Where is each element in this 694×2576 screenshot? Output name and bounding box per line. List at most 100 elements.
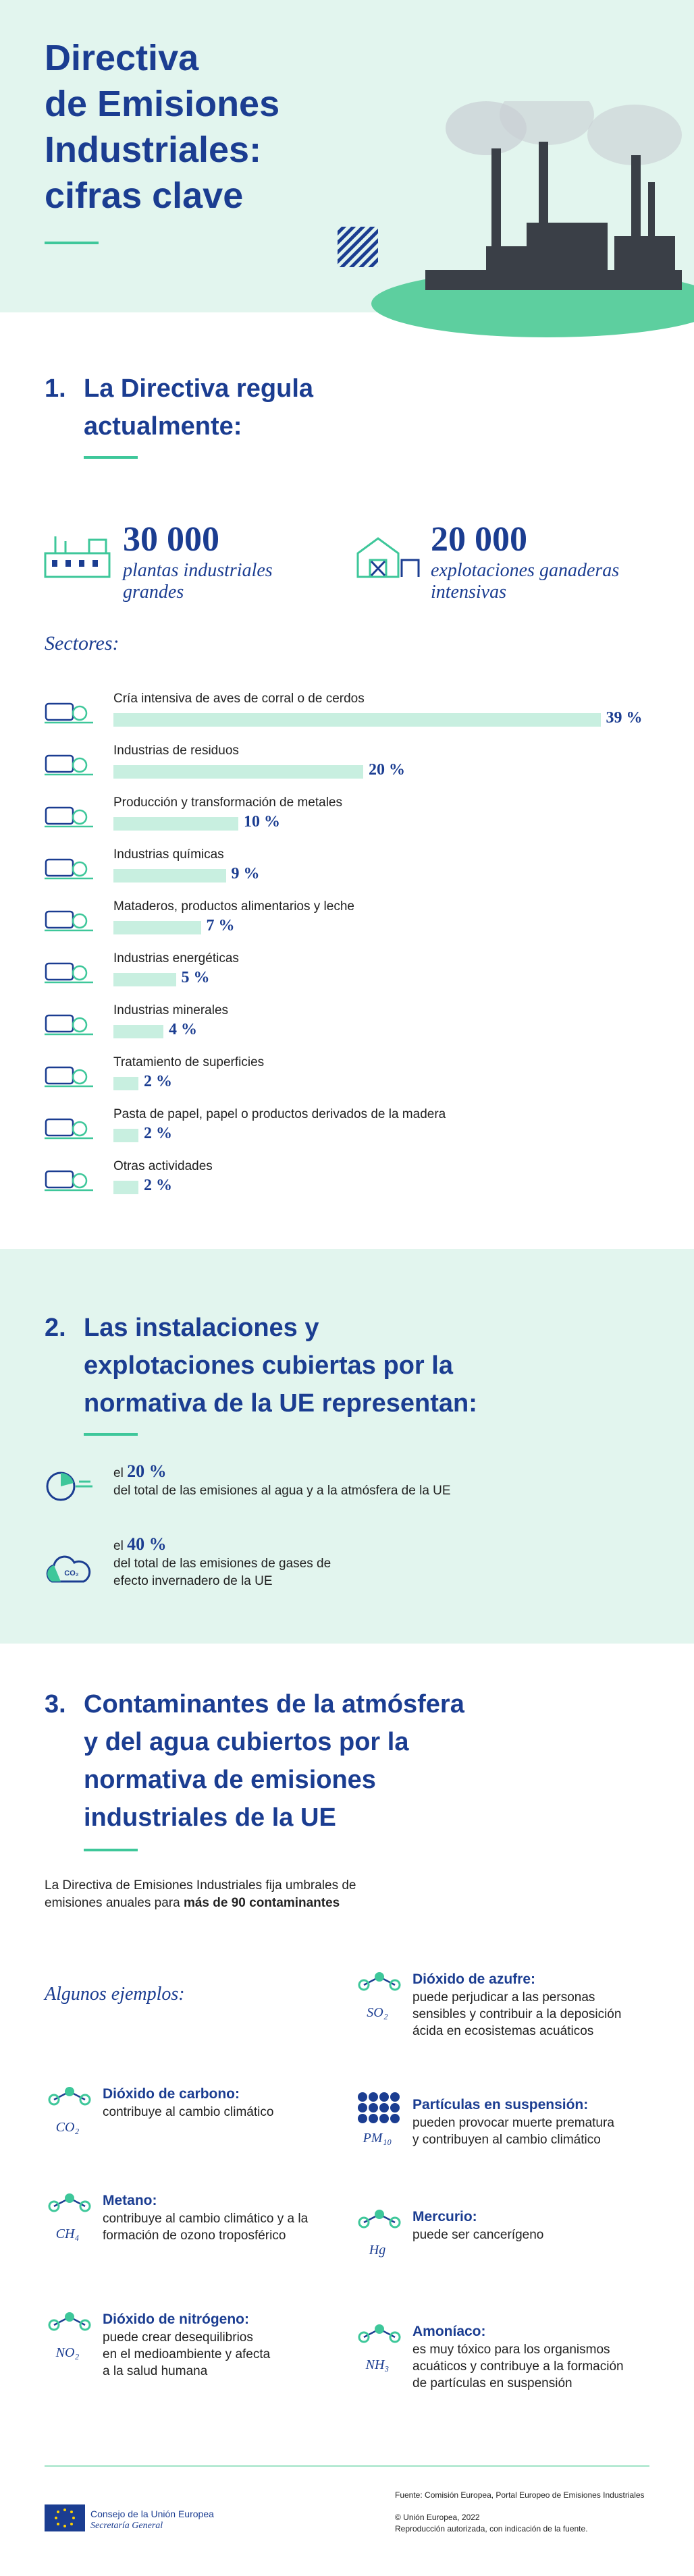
particles-icon <box>358 2092 400 2123</box>
intro-part: emisiones anuales para <box>45 1896 180 1910</box>
share-figure: 20 % <box>127 1461 167 1481</box>
icon <box>42 1006 96 1040</box>
accent-line <box>84 1433 138 1436</box>
icon <box>356 2202 403 2243</box>
title-line: cifras clave <box>45 175 244 216</box>
sector-value: 20 % <box>369 761 405 779</box>
sector-icon <box>45 806 93 828</box>
icon-label: CO₂ <box>64 1569 79 1577</box>
sector-icon <box>45 1066 93 1088</box>
accent-line <box>45 242 99 244</box>
pollutant-desc: y contribuyen al cambio climático <box>412 2133 601 2147</box>
icon <box>46 2186 93 2227</box>
stat-caption: explotaciones ganaderas intensivas <box>431 560 619 603</box>
molecule-icon <box>48 2193 91 2212</box>
icon <box>42 850 96 885</box>
icon <box>42 798 96 833</box>
heading-line: La Directiva regula <box>84 374 314 403</box>
caption-line: explotaciones ganaderas <box>431 560 620 581</box>
sector-value: 4 % <box>169 1021 197 1038</box>
sector-value: 2 % <box>144 1125 172 1142</box>
title-line: de Emisiones <box>45 84 280 124</box>
co2-cloud-icon: CO₂ <box>46 1555 91 1583</box>
icon <box>356 2317 403 2358</box>
section-heading: Las instalaciones y explotaciones cubier… <box>84 1309 664 1422</box>
pollutant-desc: en el medioambiente y afecta <box>103 2347 271 2361</box>
icon <box>42 1110 96 1144</box>
heading-line: industriales de la UE <box>84 1803 336 1832</box>
formula: CO₂ <box>55 2120 80 2135</box>
source: Fuente: Comisión Europea, Portal Europeo… <box>395 2490 645 2500</box>
caption-line: intensivas <box>431 582 506 603</box>
pollutant-name: Dióxido de carbono: <box>103 2086 240 2102</box>
pollutant-list: SO₂ Dióxido de azufre: puede perjudicar a … <box>0 0 694 2390</box>
sector-value: 2 % <box>144 1177 172 1194</box>
heading-line: y del agua cubiertos por la <box>84 1728 409 1756</box>
emissions-icon <box>46 1472 92 1501</box>
pollutant-name: Metano: <box>103 2193 157 2208</box>
formula: CH₄ <box>55 2227 80 2241</box>
pollutant-desc: a la salud humana <box>103 2364 208 2378</box>
org-name: Consejo de la Unión Europea <box>90 2509 214 2519</box>
sector-label: Industrias químicas <box>113 847 224 862</box>
icon <box>42 746 96 781</box>
intro-line: La Directiva de Emisiones Industriales f… <box>45 1878 356 1893</box>
pollutant-desc: ácida en ecosistemas acuáticos <box>412 2024 594 2038</box>
section-heading: Contaminantes de la atmósfera y del agua… <box>84 1685 664 1837</box>
heading-line: actualmente: <box>84 412 242 441</box>
section-number: 2. <box>45 1314 66 1342</box>
share-item: el 40 % del total de las emisiones de ga… <box>113 1536 518 1590</box>
heading-line: Las instalaciones y <box>84 1314 319 1342</box>
formula: Hg <box>369 2243 386 2258</box>
formula: PM₁₀ <box>363 2131 392 2146</box>
sector-bar <box>113 1129 138 1142</box>
icon <box>42 902 96 936</box>
sector-value: 9 % <box>231 865 260 883</box>
pollutant-desc: formación de ozono troposférico <box>103 2229 286 2243</box>
sector-bar <box>113 765 363 779</box>
sector-label: Industrias energéticas <box>113 951 239 965</box>
pollutant-desc: acuáticos y contribuye a la formación <box>412 2359 624 2374</box>
industry-icon <box>44 536 111 578</box>
intro-text: La Directiva de Emisiones Industriales f… <box>45 1877 463 1912</box>
intro-bold: más de 90 contaminantes <box>183 1896 340 1910</box>
pollutant-desc: contribuye al cambio climático y a la <box>103 2212 309 2226</box>
pollutant-desc: puede ser cancerígeno <box>412 2228 544 2242</box>
sector-label: Industrias de residuos <box>113 744 239 758</box>
icon <box>42 1162 96 1196</box>
sector-bar <box>113 713 601 727</box>
sector-icon <box>45 910 93 932</box>
pollutant-name: Dióxido de azufre: <box>412 1971 536 1987</box>
molecule-icon <box>48 2312 91 2331</box>
sector-label: Cría intensiva de aves de corral o de ce… <box>113 692 365 706</box>
section-number: 3. <box>45 1690 66 1718</box>
sector-bar <box>113 1025 163 1038</box>
heading-line: normativa de emisiones <box>84 1766 376 1794</box>
pollutant-desc: puede perjudicar a las personas <box>412 1990 595 2005</box>
molecule-icon <box>358 2324 401 2343</box>
icon <box>46 2079 93 2121</box>
stat-figure: 20 000 <box>431 520 527 559</box>
share-prefix: el <box>113 1539 124 1553</box>
molecule-icon <box>358 2210 401 2229</box>
accent-line <box>84 1849 138 1851</box>
icon <box>46 2305 93 2346</box>
pollutant-desc: sensibles y contribuir a la deposición <box>412 2007 622 2021</box>
pollutant-desc: de partículas en suspensión <box>412 2376 572 2390</box>
sector-label: Tratamiento de superficies <box>113 1055 265 1069</box>
sector-icon <box>45 1118 93 1140</box>
sector-bar <box>113 869 226 883</box>
icon <box>42 694 96 729</box>
eu-flag <box>45 2504 85 2531</box>
sector-label: Pasta de papel, papel o productos deriva… <box>113 1107 446 1121</box>
sector-bar <box>113 1077 138 1090</box>
examples-title: Algunos ejemplos: <box>45 1984 185 2005</box>
sector-icon <box>45 858 93 880</box>
sector-icon <box>45 702 93 724</box>
molecule-icon <box>358 1972 401 1991</box>
main-title: Directiva de Emisiones Industriales: cif… <box>45 35 396 219</box>
footer-rule <box>45 2465 649 2467</box>
reproduction: Reproducción autorizada, con indicación … <box>395 2524 588 2533</box>
section-background <box>0 1249 694 1644</box>
